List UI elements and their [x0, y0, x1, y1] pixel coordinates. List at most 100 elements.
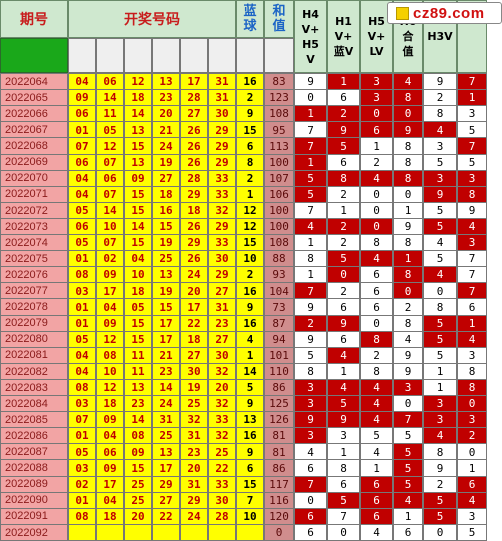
blue-ball-cell: 15: [236, 475, 264, 493]
stat-cell: 9: [423, 459, 457, 477]
red-ball-cell: 17: [96, 475, 124, 493]
stat-cell: 8: [327, 459, 360, 477]
blue-ball-cell: 10: [236, 250, 264, 268]
stat-cell: 1: [423, 378, 457, 397]
stat-cell: 3: [423, 411, 457, 429]
header-sum: 和值: [264, 0, 294, 38]
red-ball-cell: 14: [96, 89, 124, 107]
red-ball-cell: 06: [68, 217, 96, 236]
stat-cell: 9: [393, 362, 423, 381]
stat-cell: 9: [393, 346, 423, 365]
stat-cell: 9: [294, 411, 327, 429]
stat-cell: 3: [457, 105, 487, 123]
red-ball-cell: 06: [96, 73, 124, 91]
red-ball-cell: 04: [68, 73, 96, 91]
blue-ball-cell: 8: [236, 153, 264, 171]
stat-cell: 1: [393, 250, 423, 268]
red-ball-cell: 09: [124, 169, 152, 188]
red-ball-cell: 22: [152, 507, 180, 526]
stat-cell: 7: [393, 411, 423, 429]
red-ball-cell: 19: [152, 282, 180, 300]
red-ball-cell: 01: [68, 121, 96, 139]
period-cell: 2022083: [0, 378, 68, 397]
filter-cell: [96, 38, 124, 73]
stat-cell: 1: [393, 201, 423, 220]
blue-ball-cell: 2: [236, 89, 264, 107]
sum-cell: 100: [264, 217, 294, 236]
red-ball-cell: 33: [208, 411, 236, 429]
blue-ball-cell: 13: [236, 411, 264, 429]
blue-ball-cell: 6: [236, 137, 264, 155]
period-cell: 2022079: [0, 314, 68, 332]
stat-cell: 5: [360, 427, 393, 445]
blue-ball-cell: 7: [236, 491, 264, 510]
period-cell: 2022078: [0, 298, 68, 316]
stat-cell: 0: [360, 185, 393, 204]
stat-cell: 4: [360, 443, 393, 461]
stat-cell: 0: [423, 523, 457, 541]
red-ball-cell: 04: [96, 491, 124, 510]
stat-cell: 6: [294, 459, 327, 477]
red-ball-cell: 14: [96, 201, 124, 220]
red-ball-cell: 23: [152, 362, 180, 381]
red-ball-cell: 16: [152, 201, 180, 220]
red-ball-cell: 01: [68, 314, 96, 332]
stat-cell: 8: [393, 89, 423, 107]
filter-cell: [208, 38, 236, 73]
stat-cell: 7: [294, 201, 327, 220]
period-cell: 2022077: [0, 282, 68, 300]
stat-cell: 0: [294, 89, 327, 107]
sum-cell: 100: [264, 153, 294, 171]
header-h4v-h5v: H4 V+ H5 V: [294, 0, 327, 73]
red-ball-cell: 23: [124, 395, 152, 413]
red-ball-cell: 13: [152, 73, 180, 91]
red-ball-cell: 24: [180, 507, 208, 526]
filter-cell: [124, 38, 152, 73]
red-ball-cell: 18: [96, 395, 124, 413]
sum-cell: 126: [264, 411, 294, 429]
stat-cell: 4: [457, 491, 487, 510]
stat-cell: 4: [393, 491, 423, 510]
stat-cell: 1: [360, 459, 393, 477]
stat-cell: 5: [393, 459, 423, 477]
blue-ball-cell: 2: [236, 266, 264, 284]
red-ball-cell: 04: [68, 169, 96, 188]
red-ball-cell: 15: [124, 201, 152, 220]
red-ball-cell: 08: [124, 427, 152, 445]
red-ball-cell: 18: [152, 185, 180, 204]
stat-cell: 7: [457, 250, 487, 268]
blue-ball-cell: 15: [236, 234, 264, 252]
red-ball-cell: 20: [208, 378, 236, 397]
stat-cell: 1: [327, 201, 360, 220]
stat-cell: 1: [457, 459, 487, 477]
stat-cell: 3: [457, 411, 487, 429]
stat-cell: 4: [457, 330, 487, 349]
blue-ball-cell: 1: [236, 346, 264, 365]
blue-ball-cell: 9: [236, 298, 264, 316]
red-ball-cell: 08: [68, 378, 96, 397]
stat-cell: 0: [327, 523, 360, 541]
red-ball-cell: 32: [208, 201, 236, 220]
red-ball-cell: 24: [152, 395, 180, 413]
red-ball-cell: 27: [152, 169, 180, 188]
red-ball-cell: 23: [152, 89, 180, 107]
red-ball-cell: 04: [96, 298, 124, 316]
red-ball-cell: 13: [152, 266, 180, 284]
red-ball-cell: 15: [124, 314, 152, 332]
red-ball-cell: 05: [68, 201, 96, 220]
stat-cell: 7: [327, 507, 360, 526]
stat-cell: 3: [423, 395, 457, 413]
red-ball-cell: 29: [180, 234, 208, 252]
sum-cell: 108: [264, 234, 294, 252]
stat-cell: 9: [327, 314, 360, 332]
stat-cell: 4: [360, 378, 393, 397]
filter-cell: [264, 38, 294, 73]
stat-cell: 5: [423, 314, 457, 332]
red-ball-cell: 07: [68, 137, 96, 155]
sum-cell: 117: [264, 475, 294, 493]
sum-cell: 113: [264, 137, 294, 155]
stat-cell: 5: [457, 121, 487, 139]
red-ball-cell: 31: [152, 411, 180, 429]
red-ball-cell: 15: [124, 137, 152, 155]
stat-cell: 5: [423, 507, 457, 526]
